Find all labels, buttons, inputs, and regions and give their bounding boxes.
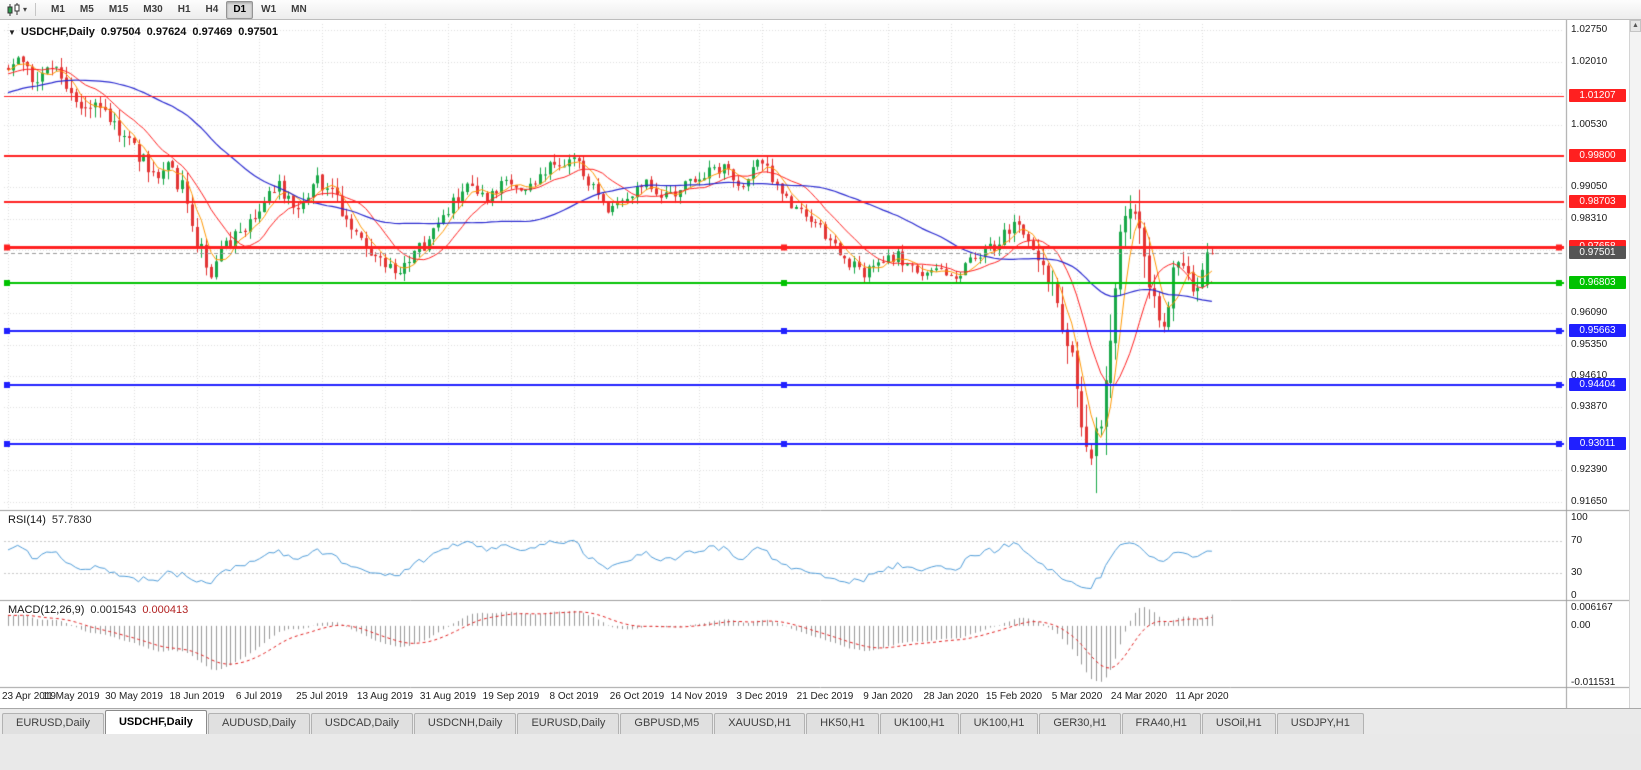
chart-tab-XAUUSD-H1[interactable]: XAUUSD,H1 bbox=[714, 713, 806, 734]
chart-tab-HK50-H1[interactable]: HK50,H1 bbox=[806, 713, 879, 734]
date-label: 25 Jul 2019 bbox=[296, 691, 348, 702]
axis-overlays: 1.02750 1.02010 1.00530 0.99050 0.98310 0.960… bbox=[0, 20, 1641, 708]
date-label: 28 Jan 2020 bbox=[923, 691, 979, 702]
ohlc-close-value: 0.97501 bbox=[238, 26, 278, 38]
macd-signal-value: 0.000413 bbox=[142, 604, 189, 616]
macd-name: MACD(12,26,9) bbox=[8, 604, 85, 616]
date-label: 15 Feb 2020 bbox=[985, 691, 1043, 702]
date-label: 8 Oct 2019 bbox=[549, 691, 599, 702]
price-level-badge[interactable]: 1.01207 bbox=[1569, 89, 1626, 102]
price-axis-tick: 0.94610 bbox=[1571, 370, 1608, 381]
timeframe-button-M1[interactable]: M1 bbox=[51, 3, 65, 15]
price-level-badge[interactable]: 0.96803 bbox=[1569, 276, 1626, 289]
rsi-axis-tick: 0 bbox=[1571, 590, 1577, 601]
chart-tab-USDCHF-Daily[interactable]: USDCHF,Daily bbox=[104, 710, 207, 734]
chart-title: ▼ USDCHF,Daily 0.97504 0.97624 0.97469 0… bbox=[8, 26, 278, 38]
timeframe-button-H4[interactable]: H4 bbox=[205, 3, 219, 15]
date-label: 13 Aug 2019 bbox=[356, 691, 414, 702]
date-label: 6 Jul 2019 bbox=[235, 691, 283, 702]
rsi-axis-tick: 70 bbox=[1571, 535, 1583, 546]
date-label: 19 Sep 2019 bbox=[482, 691, 540, 702]
price-axis-tick: 0.98310 bbox=[1571, 213, 1608, 224]
chart-collapse-icon[interactable]: ▼ bbox=[8, 27, 16, 37]
scroll-up-icon[interactable]: ▲ bbox=[1630, 20, 1641, 32]
timeframe-button-M30[interactable]: M30 bbox=[143, 3, 163, 15]
date-label: 31 Aug 2019 bbox=[419, 691, 477, 702]
price-axis-tick: 1.00530 bbox=[1571, 119, 1608, 130]
macd-indicator-label: MACD(12,26,9) 0.001543 0.000413 bbox=[8, 604, 188, 616]
price-level-badge[interactable]: 0.99800 bbox=[1569, 149, 1626, 162]
date-label: 26 Oct 2019 bbox=[609, 691, 665, 702]
chart-window: ▼ USDCHF,Daily 0.97504 0.97624 0.97469 0… bbox=[0, 20, 1641, 708]
price-axis-tick: 1.02010 bbox=[1571, 56, 1608, 67]
timeframe-button-D1[interactable]: D1 bbox=[226, 0, 254, 19]
main-toolbar: ▾ M1 M5 M15 M30 H1 H4 D1 W1 MN bbox=[0, 0, 1641, 20]
vertical-scrollbar[interactable]: ▲ bbox=[1629, 20, 1641, 708]
macd-axis-zero: 0.00 bbox=[1571, 620, 1591, 631]
chart-tab-GBPUSD-M5[interactable]: GBPUSD,M5 bbox=[620, 713, 714, 734]
chart-tab-USOil-H1[interactable]: USOil,H1 bbox=[1201, 713, 1276, 734]
candlestick-chart-icon bbox=[7, 2, 20, 16]
price-axis-tick: 0.93870 bbox=[1571, 401, 1608, 412]
toolbar-separator bbox=[35, 3, 37, 16]
timeframe-button-W1[interactable]: W1 bbox=[261, 3, 277, 15]
chart-type-button[interactable]: ▾ bbox=[4, 2, 29, 17]
chart-tab-USDJPY-H1[interactable]: USDJPY,H1 bbox=[1276, 713, 1364, 734]
macd-axis-min: -0.011531 bbox=[1571, 677, 1616, 688]
price-level-badge[interactable]: 0.98703 bbox=[1569, 195, 1626, 208]
date-label: 23 Apr 2019 bbox=[2, 691, 56, 702]
price-level-badge[interactable]: 0.95663 bbox=[1569, 324, 1626, 337]
date-label: 21 Dec 2019 bbox=[796, 691, 854, 702]
timeframe-button-M15[interactable]: M15 bbox=[108, 3, 129, 15]
ohlc-open-value: 0.97504 bbox=[100, 26, 141, 38]
timeframe-button-M5[interactable]: M5 bbox=[79, 3, 94, 15]
price-axis-tick: 1.02750 bbox=[1571, 24, 1608, 35]
date-label: 11 May 2019 bbox=[42, 691, 100, 702]
ohlc-high-value: 0.97624 bbox=[146, 26, 187, 38]
date-label: 3 Dec 2019 bbox=[736, 691, 788, 702]
date-label: 11 Apr 2020 bbox=[1175, 691, 1229, 702]
chart-tab-UK100-H1[interactable]: UK100,H1 bbox=[959, 713, 1039, 734]
rsi-current-value: 57.7830 bbox=[51, 514, 92, 526]
chart-tab-EURUSD-Daily[interactable]: EURUSD,Daily bbox=[2, 713, 104, 734]
timeframe-button-MN[interactable]: MN bbox=[291, 3, 307, 15]
chart-tab-UK100-H1[interactable]: UK100,H1 bbox=[879, 713, 959, 734]
rsi-indicator-label: RSI(14) 57.7830 bbox=[8, 514, 92, 526]
rsi-name: RSI(14) bbox=[8, 514, 46, 526]
rsi-axis-tick: 30 bbox=[1571, 567, 1583, 578]
price-axis-tick: 0.96090 bbox=[1571, 307, 1608, 318]
dropdown-arrow-icon: ▾ bbox=[23, 4, 28, 14]
chart-tab-GER30-H1[interactable]: GER30,H1 bbox=[1039, 713, 1121, 734]
chart-tab-EURUSD-Daily[interactable]: EURUSD,Daily bbox=[517, 713, 620, 734]
ohlc-low-value: 0.97469 bbox=[192, 26, 233, 38]
rsi-axis-tick: 100 bbox=[1571, 512, 1588, 523]
date-label: 14 Nov 2019 bbox=[670, 691, 728, 702]
date-label: 30 May 2019 bbox=[105, 691, 163, 702]
price-axis-tick: 0.99050 bbox=[1571, 181, 1608, 192]
price-level-badge[interactable]: 0.93011 bbox=[1569, 437, 1626, 450]
price-axis-tick: 0.95350 bbox=[1571, 339, 1608, 350]
date-label: 9 Jan 2020 bbox=[863, 691, 913, 702]
date-label: 18 Jun 2019 bbox=[169, 691, 225, 702]
date-label: 24 Mar 2020 bbox=[1110, 691, 1168, 702]
chart-tab-USDCNH-Daily[interactable]: USDCNH,Daily bbox=[413, 713, 517, 734]
date-label: 5 Mar 2020 bbox=[1051, 691, 1103, 702]
chart-tab-USDCAD-Daily[interactable]: USDCAD,Daily bbox=[310, 713, 413, 734]
macd-current-value: 0.001543 bbox=[90, 604, 137, 616]
chart-tab-FRA40-H1[interactable]: FRA40,H1 bbox=[1121, 713, 1201, 734]
chart-symbol-label: USDCHF,Daily bbox=[20, 26, 95, 38]
price-chart-canvas[interactable] bbox=[0, 20, 1641, 708]
chart-tabs-bar: EURUSD,Daily USDCHF,Daily AUDUSD,Daily USDC… bbox=[0, 708, 1641, 734]
chart-tab-AUDUSD-Daily[interactable]: AUDUSD,Daily bbox=[207, 713, 310, 734]
macd-axis-max: 0.006167 bbox=[1571, 602, 1613, 613]
timeframe-button-H1[interactable]: H1 bbox=[177, 3, 191, 15]
timeframe-toolbar: M1 M5 M15 M30 H1 H4 D1 W1 MN bbox=[42, 0, 316, 19]
price-axis-tick: 0.92390 bbox=[1571, 464, 1608, 475]
price-level-badge[interactable]: 0.94404 bbox=[1569, 378, 1626, 391]
current-price-badge: 0.97501 bbox=[1569, 246, 1626, 259]
price-axis-tick: 0.91650 bbox=[1571, 496, 1608, 507]
